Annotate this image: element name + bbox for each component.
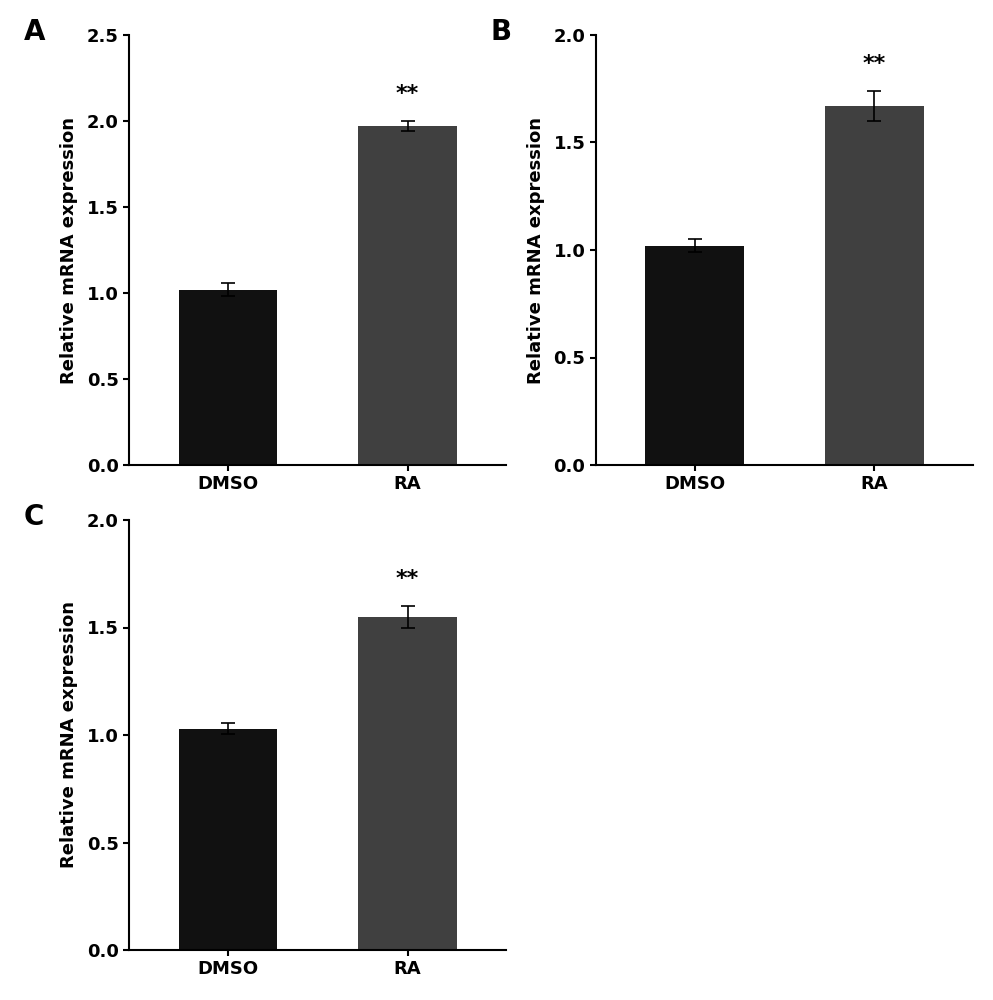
- Bar: [358, 617, 457, 950]
- Text: **: **: [863, 54, 886, 74]
- Bar: [179, 290, 277, 465]
- Bar: [825, 106, 923, 465]
- Text: C: C: [24, 503, 44, 531]
- Text: A: A: [24, 18, 45, 46]
- Text: B: B: [491, 18, 511, 46]
- Y-axis label: Relative mRNA expression: Relative mRNA expression: [527, 116, 545, 383]
- Bar: [645, 246, 744, 465]
- Bar: [179, 729, 277, 950]
- Bar: [358, 126, 457, 465]
- Y-axis label: Relative mRNA expression: Relative mRNA expression: [61, 601, 78, 868]
- Text: **: **: [396, 569, 419, 589]
- Text: **: **: [396, 84, 419, 104]
- Y-axis label: Relative mRNA expression: Relative mRNA expression: [61, 116, 78, 383]
